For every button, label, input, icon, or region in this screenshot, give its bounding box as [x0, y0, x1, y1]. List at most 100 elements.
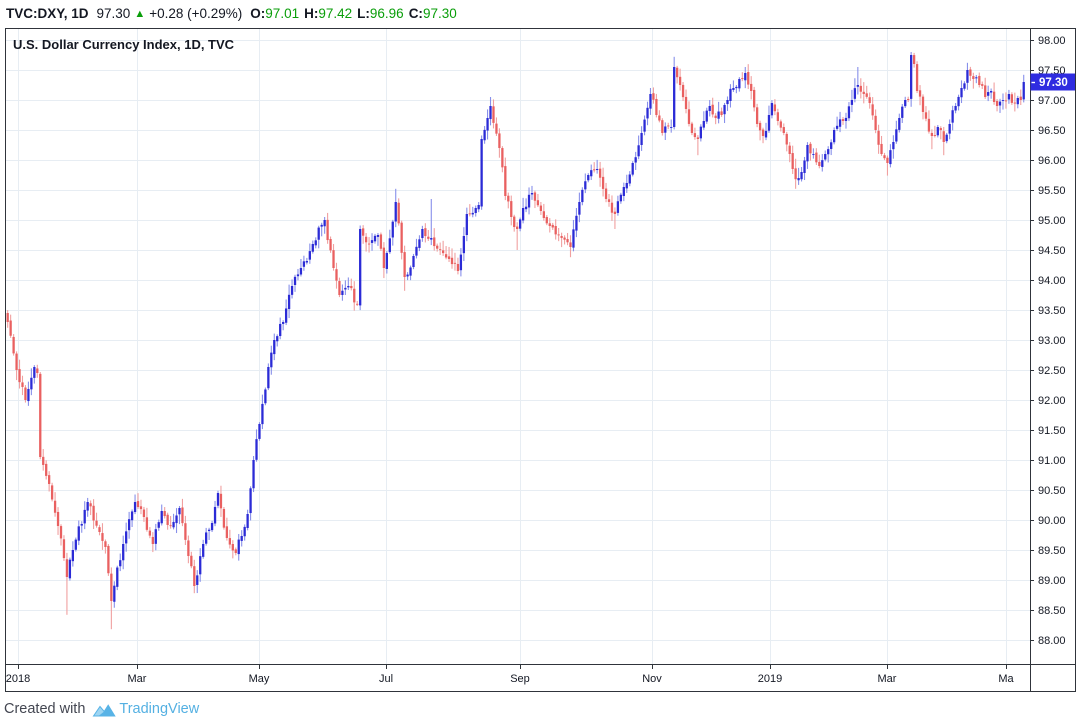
candle[interactable] — [747, 64, 750, 90]
candle[interactable] — [364, 233, 368, 252]
candle[interactable] — [379, 232, 383, 251]
candle[interactable] — [196, 570, 199, 594]
candle[interactable] — [753, 86, 756, 112]
candle[interactable] — [160, 504, 163, 526]
candle[interactable] — [684, 89, 688, 114]
candle[interactable] — [655, 93, 658, 118]
candle[interactable] — [382, 242, 386, 279]
candle[interactable] — [874, 109, 877, 134]
candle[interactable] — [202, 539, 205, 559]
candle[interactable] — [631, 161, 634, 177]
candle[interactable] — [403, 245, 406, 291]
candle[interactable] — [287, 284, 291, 319]
candle[interactable] — [800, 167, 803, 182]
candle[interactable] — [21, 375, 24, 396]
candle[interactable] — [246, 509, 249, 531]
candle[interactable] — [957, 94, 960, 111]
candle[interactable] — [835, 116, 839, 131]
candle[interactable] — [690, 121, 694, 136]
candle[interactable] — [705, 107, 708, 124]
candle[interactable] — [249, 486, 252, 521]
candle[interactable] — [696, 135, 700, 156]
candle[interactable] — [776, 108, 780, 126]
candle[interactable] — [773, 99, 777, 116]
candle[interactable] — [533, 190, 537, 209]
candle[interactable] — [45, 460, 48, 480]
candle[interactable] — [104, 539, 107, 554]
candle[interactable] — [972, 72, 975, 89]
candle[interactable] — [86, 497, 89, 517]
candle[interactable] — [661, 118, 664, 136]
candle[interactable] — [1010, 92, 1014, 105]
candle[interactable] — [735, 85, 738, 94]
candle[interactable] — [279, 317, 282, 340]
candle[interactable] — [809, 141, 812, 161]
candle[interactable] — [468, 204, 471, 217]
candle[interactable] — [373, 233, 377, 244]
candle[interactable] — [501, 146, 504, 173]
candle[interactable] — [453, 252, 457, 271]
candle[interactable] — [113, 581, 116, 608]
candle[interactable] — [978, 72, 981, 88]
candle[interactable] — [824, 150, 827, 162]
chart-legend[interactable]: U.S. Dollar Currency Index, 1D, TVC — [13, 37, 235, 52]
candle[interactable] — [1004, 92, 1008, 109]
candle[interactable] — [664, 122, 667, 140]
candle[interactable] — [853, 78, 857, 103]
candle[interactable] — [844, 112, 848, 129]
candle[interactable] — [228, 529, 231, 549]
candle[interactable] — [924, 106, 928, 122]
candle[interactable] — [912, 52, 916, 68]
candle[interactable] — [992, 82, 996, 105]
candle[interactable] — [542, 203, 545, 221]
candle[interactable] — [243, 524, 246, 541]
candle[interactable] — [418, 235, 421, 252]
candle[interactable] — [341, 284, 344, 301]
candle[interactable] — [270, 345, 273, 375]
candle[interactable] — [347, 277, 350, 291]
candle[interactable] — [892, 135, 895, 159]
candle[interactable] — [80, 521, 83, 533]
candle[interactable] — [930, 129, 934, 150]
candle[interactable] — [907, 96, 910, 103]
candle[interactable] — [969, 66, 972, 81]
candle[interactable] — [450, 248, 454, 269]
candle[interactable] — [989, 88, 993, 99]
candle[interactable] — [767, 105, 771, 133]
candle[interactable] — [720, 107, 723, 117]
candle[interactable] — [480, 135, 483, 210]
candle[interactable] — [184, 515, 187, 545]
candle[interactable] — [237, 534, 240, 561]
candle[interactable] — [139, 499, 143, 515]
candle[interactable] — [714, 113, 717, 125]
candle[interactable] — [539, 201, 543, 215]
candle[interactable] — [190, 551, 193, 569]
candle[interactable] — [53, 492, 57, 517]
candle[interactable] — [785, 131, 788, 152]
candle[interactable] — [359, 225, 362, 311]
candle[interactable] — [353, 281, 356, 311]
candle[interactable] — [317, 225, 320, 249]
candle[interactable] — [388, 229, 391, 254]
candle[interactable] — [415, 238, 418, 259]
candle[interactable] — [255, 429, 258, 462]
candle[interactable] — [652, 87, 655, 104]
candle[interactable] — [107, 544, 110, 576]
candle[interactable] — [261, 394, 264, 430]
candle[interactable] — [430, 199, 433, 246]
candle[interactable] — [601, 167, 605, 197]
candle[interactable] — [83, 501, 86, 530]
candle[interactable] — [770, 100, 774, 119]
candle[interactable] — [444, 246, 448, 260]
candle[interactable] — [886, 155, 889, 176]
candle[interactable] — [673, 56, 676, 130]
candle[interactable] — [1007, 89, 1011, 104]
candle[interactable] — [362, 225, 365, 244]
candle[interactable] — [125, 522, 128, 552]
candle[interactable] — [130, 509, 134, 527]
candle[interactable] — [865, 85, 868, 99]
candle[interactable] — [335, 262, 338, 289]
candle[interactable] — [181, 498, 184, 527]
candle[interactable] — [344, 280, 347, 295]
candle[interactable] — [640, 126, 643, 151]
